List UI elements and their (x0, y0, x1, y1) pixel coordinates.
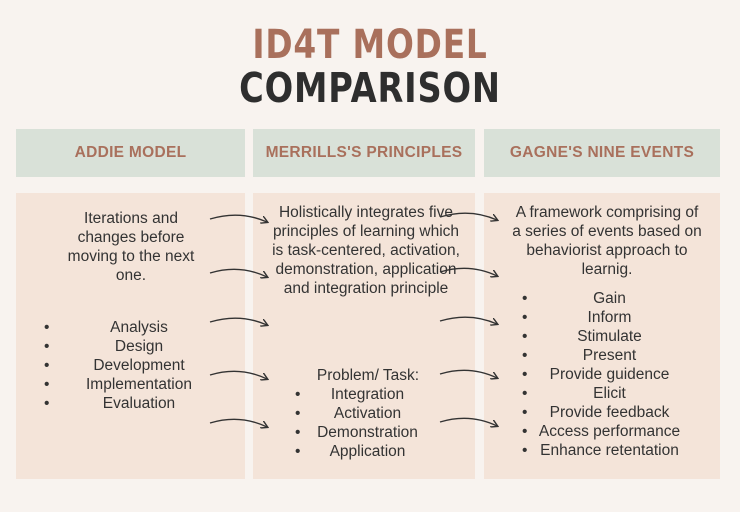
panel-addie: Iterations and changes before moving to … (16, 193, 245, 479)
list-item: Evaluation (44, 394, 234, 413)
arrow-icon (439, 417, 497, 426)
title-line-2: COMPARISON (239, 64, 501, 112)
gagne-list: Gain Inform Stimulate Present Provide gu… (522, 289, 697, 460)
list-item: Provide feedback (522, 403, 697, 422)
addie-list: Analysis Design Development Implementati… (44, 318, 234, 413)
list-item: Provide guidence (522, 365, 697, 384)
panel-gagne: A framework comprising of a series of ev… (484, 193, 720, 479)
title-line-1: ID4T MODEL (252, 22, 488, 68)
list-item: Enhance retentation (522, 441, 697, 460)
list-item: Integration (295, 385, 440, 404)
list-item: Demonstration (295, 423, 440, 442)
list-item: Development (44, 356, 234, 375)
list-item: Analysis (44, 318, 234, 337)
arrow-icon (439, 369, 497, 378)
arrow-icon (209, 418, 267, 427)
arrow-icon (209, 268, 267, 277)
merrill-list: Integration Activation Demonstration App… (295, 385, 440, 461)
arrow-icon (209, 214, 267, 222)
list-item: Elicit (522, 384, 697, 403)
list-item: Access performance (522, 422, 697, 441)
header-merrill: MERRILLS'S PRINCIPLES (253, 129, 475, 177)
list-item: Design (44, 337, 234, 356)
list-item: Implementation (44, 375, 234, 394)
addie-intro: Iterations and changes before moving to … (67, 210, 195, 284)
list-item: Activation (295, 404, 440, 423)
merrill-sub-heading: Problem/ Task: (316, 367, 420, 384)
gagne-intro: A framework comprising of a series of ev… (512, 204, 702, 278)
arrow-icon (439, 212, 497, 220)
header-addie: ADDIE MODEL (16, 129, 245, 177)
arrow-icon (439, 316, 497, 324)
arrow-icon (209, 370, 267, 379)
list-item: Application (295, 442, 440, 461)
arrow-icon (439, 267, 497, 276)
list-item: Gain (522, 289, 697, 308)
arrow-icon (209, 317, 267, 325)
list-item: Present (522, 346, 697, 365)
panel-merrill: Holistically integrates five principles … (253, 193, 475, 479)
list-item: Stimulate (522, 327, 697, 346)
list-item: Inform (522, 308, 697, 327)
merrill-intro: Holistically integrates five principles … (272, 204, 460, 297)
header-gagne: GAGNE'S NINE EVENTS (484, 129, 720, 177)
